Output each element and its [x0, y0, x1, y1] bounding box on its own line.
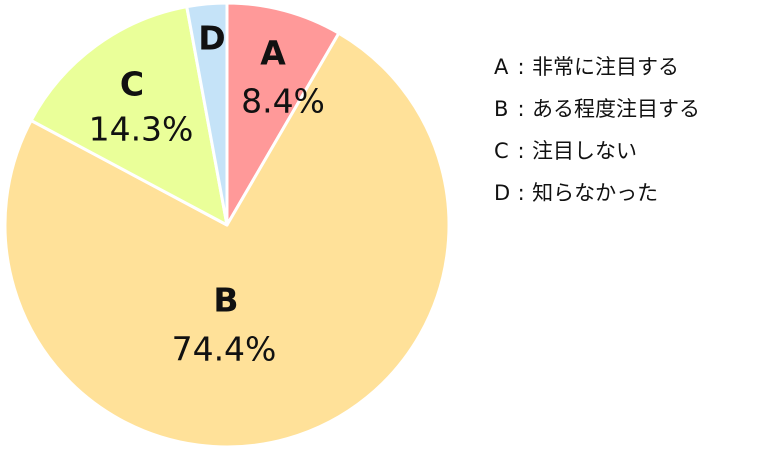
legend-text: 非常に注目する [532, 54, 679, 79]
legend-text: ある程度注目する [532, 96, 700, 121]
slice-label-b: B [213, 281, 238, 320]
legend-item-d: D : 知らなかった [494, 172, 759, 214]
legend-key: B [494, 96, 509, 121]
slice-value-c: 14.3% [89, 110, 194, 149]
pie-slice-d [185, 1, 229, 227]
slice-label-c: C [120, 65, 144, 104]
legend: A : 非常に注目する B : ある程度注目する C : 注目しない D : 知… [494, 46, 759, 214]
slice-value-a: 8.4% [241, 82, 325, 121]
legend-separator: : [517, 96, 525, 121]
legend-separator: : [517, 180, 525, 205]
legend-item-b: B : ある程度注目する [494, 88, 759, 130]
pie-slice-b [3, 31, 451, 449]
pie-slice-c [29, 5, 229, 227]
legend-key: C [494, 138, 509, 163]
legend-separator: : [517, 138, 525, 163]
pie-slice-a [225, 1, 341, 227]
legend-key: D [494, 180, 511, 205]
slice-value-b: 74.4% [172, 330, 277, 369]
legend-text: 知らなかった [532, 180, 659, 205]
legend-key: A [494, 54, 509, 79]
slice-label-d: D [198, 19, 225, 58]
legend-text: 注目しない [532, 138, 637, 163]
legend-item-a: A : 非常に注目する [494, 46, 759, 88]
legend-separator: : [517, 54, 525, 79]
legend-item-c: C : 注目しない [494, 130, 759, 172]
slice-label-a: A [260, 34, 286, 73]
